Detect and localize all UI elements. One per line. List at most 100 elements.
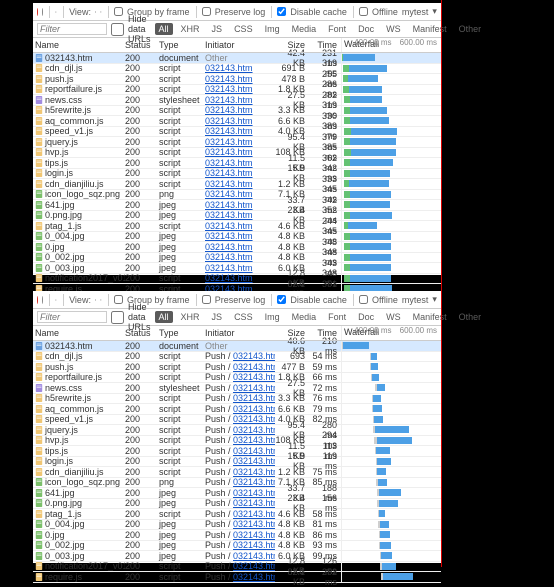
initiator-link[interactable]: 032143.htm xyxy=(205,84,253,94)
offline-checkbox[interactable] xyxy=(359,295,368,304)
initiator-link[interactable]: 032143.htm xyxy=(205,189,253,199)
initiator-link[interactable]: 032143.htm xyxy=(205,263,253,273)
filter-tab-css[interactable]: CSS xyxy=(230,311,257,323)
initiator-link[interactable]: 032143.htm xyxy=(233,351,275,361)
filter-tab-other[interactable]: Other xyxy=(455,311,486,323)
initiator-link[interactable]: 032143.htm xyxy=(233,372,275,382)
initiator-link[interactable]: 032143.htm xyxy=(205,200,253,210)
filter-tab-doc[interactable]: Doc xyxy=(354,311,378,323)
initiator-link[interactable]: 032143.htm xyxy=(205,273,253,283)
table-row[interactable]: 0.png.jpg 200 jpeg 032143.htm 23.4 KB 35… xyxy=(33,211,441,222)
initiator-link[interactable]: 032143.htm xyxy=(233,383,275,393)
table-row[interactable]: 0_002.jpg 200 jpeg 032143.htm 4.8 KB 348… xyxy=(33,253,441,264)
col-time[interactable]: Time xyxy=(309,40,341,50)
col-type[interactable]: Type xyxy=(159,40,205,50)
initiator-link[interactable]: 032143.htm xyxy=(233,414,275,424)
col-initiator[interactable]: Initiator xyxy=(205,328,275,338)
filter-tab-img[interactable]: Img xyxy=(261,23,284,35)
table-row[interactable]: 032143.htm 200 document Other 42.4 KB 23… xyxy=(33,53,441,64)
filter-tab-font[interactable]: Font xyxy=(324,311,350,323)
table-row[interactable]: hvp.js 200 script 032143.htm 108 KB 385 … xyxy=(33,148,441,159)
hide-data-urls-checkbox[interactable] xyxy=(111,23,124,36)
col-name[interactable]: Name xyxy=(33,328,125,338)
col-size[interactable]: Size xyxy=(275,40,309,50)
table-row[interactable]: speed_v1.js 200 script Push / 032143.htm… xyxy=(33,415,441,426)
table-row[interactable]: 0.png.jpg 200 jpeg Push / 032143.htm 23.… xyxy=(33,499,441,510)
table-row[interactable]: login.js 200 script 032143.htm 15.9 KB 3… xyxy=(33,169,441,180)
hide-data-urls-checkbox[interactable] xyxy=(111,311,124,324)
table-row[interactable]: cdn_djl.js 200 script Push / 032143.htm … xyxy=(33,352,441,363)
initiator-link[interactable]: 032143.htm xyxy=(233,561,275,571)
large-rows-icon[interactable] xyxy=(95,295,96,305)
table-row[interactable]: ptag_1.js 200 script Push / 032143.htm 4… xyxy=(33,509,441,520)
group-by-frame-checkbox[interactable] xyxy=(114,7,123,16)
initiator-link[interactable]: 032143.htm xyxy=(205,147,253,157)
col-waterfall[interactable]: Waterfall 400.00 ms600.00 ms xyxy=(341,326,441,340)
col-type[interactable]: Type xyxy=(159,328,205,338)
initiator-link[interactable]: 032143.htm xyxy=(205,74,253,84)
table-row[interactable]: 0_002.jpg 200 jpeg Push / 032143.htm 4.8… xyxy=(33,541,441,552)
table-row[interactable]: aq_common.js 200 script Push / 032143.ht… xyxy=(33,404,441,415)
initiator-link[interactable]: 032143.htm xyxy=(233,362,275,372)
initiator-link[interactable]: 032143.htm xyxy=(205,137,253,147)
table-row[interactable]: jquery.js 200 script 032143.htm 95.4 KB … xyxy=(33,137,441,148)
capture-icon[interactable] xyxy=(55,7,56,17)
initiator-link[interactable]: 032143.htm xyxy=(233,519,275,529)
table-row[interactable]: 032143.htm 200 document Other 40.6 KB 21… xyxy=(33,341,441,352)
table-row[interactable]: cdn_dianjiliu.js 200 script 032143.htm 1… xyxy=(33,179,441,190)
table-row[interactable]: login.js 200 script Push / 032143.htm 15… xyxy=(33,457,441,468)
initiator-link[interactable]: 032143.htm xyxy=(233,446,275,456)
table-row[interactable]: speed_v1.js 200 script 032143.htm 4.0 KB… xyxy=(33,127,441,138)
filter-tab-xhr[interactable]: XHR xyxy=(177,23,204,35)
table-row[interactable]: notification2017_v0118.js 200 script 032… xyxy=(33,274,441,285)
filter-tab-media[interactable]: Media xyxy=(288,23,321,35)
table-row[interactable]: push.js 200 script Push / 032143.htm 477… xyxy=(33,362,441,373)
initiator-link[interactable]: 032143.htm xyxy=(205,95,253,105)
table-row[interactable]: news.css 200 stylesheet 032143.htm 27.5 … xyxy=(33,95,441,106)
col-size[interactable]: Size xyxy=(275,328,309,338)
col-initiator[interactable]: Initiator xyxy=(205,40,275,50)
table-row[interactable]: push.js 200 script 032143.htm 478 B 255 … xyxy=(33,74,441,85)
filter-tab-font[interactable]: Font xyxy=(324,23,350,35)
initiator-link[interactable]: 032143.htm xyxy=(205,210,253,220)
table-row[interactable]: 0_004.jpg 200 jpeg 032143.htm 4.8 KB 345… xyxy=(33,232,441,243)
filter-tab-css[interactable]: CSS xyxy=(230,23,257,35)
initiator-link[interactable]: 032143.htm xyxy=(205,252,253,262)
initiator-link[interactable]: 032143.htm xyxy=(233,540,275,550)
initiator-link[interactable]: 032143.htm xyxy=(233,435,275,445)
col-status[interactable]: Status xyxy=(125,40,159,50)
table-row[interactable]: 0_004.jpg 200 jpeg Push / 032143.htm 4.8… xyxy=(33,520,441,531)
initiator-link[interactable]: 032143.htm xyxy=(205,221,253,231)
small-rows-icon[interactable] xyxy=(100,295,101,305)
table-row[interactable]: require.js 200 script Push / 032143.htm … xyxy=(33,572,441,583)
initiator-link[interactable]: 032143.htm xyxy=(233,425,275,435)
filter-tab-xhr[interactable]: XHR xyxy=(177,311,204,323)
filter-tab-manifest[interactable]: Manifest xyxy=(409,311,451,323)
initiator-link[interactable]: 032143.htm xyxy=(205,168,253,178)
table-row[interactable]: 641.jpg 200 jpeg Push / 032143.htm 33.7 … xyxy=(33,488,441,499)
table-row[interactable]: jquery.js 200 script Push / 032143.htm 9… xyxy=(33,425,441,436)
filter-input[interactable] xyxy=(37,23,107,35)
preserve-log-checkbox[interactable] xyxy=(202,7,211,16)
table-row[interactable]: cdn_dianjiliu.js 200 script Push / 03214… xyxy=(33,467,441,478)
filter-tab-js[interactable]: JS xyxy=(208,23,227,35)
initiator-link[interactable]: 032143.htm xyxy=(233,477,275,487)
table-row[interactable]: icon_logo_sqz.png 200 png Push / 032143.… xyxy=(33,478,441,489)
filter-tab-ws[interactable]: WS xyxy=(382,311,405,323)
small-rows-icon[interactable] xyxy=(100,7,101,17)
record-button[interactable] xyxy=(37,296,38,304)
initiator-link[interactable]: 032143.htm xyxy=(205,105,253,115)
initiator-link[interactable]: 032143.htm xyxy=(233,456,275,466)
filter-tab-img[interactable]: Img xyxy=(261,311,284,323)
filter-tab-ws[interactable]: WS xyxy=(382,23,405,35)
offline-checkbox[interactable] xyxy=(359,7,368,16)
filter-tab-all[interactable]: All xyxy=(155,23,173,35)
col-waterfall[interactable]: Waterfall 400.00 ms600.00 ms xyxy=(341,38,441,52)
filter-tab-js[interactable]: JS xyxy=(208,311,227,323)
table-row[interactable]: 0.jpg 200 jpeg Push / 032143.htm 4.8 KB … xyxy=(33,530,441,541)
table-row[interactable]: tips.js 200 script 032143.htm 11.5 KB 36… xyxy=(33,158,441,169)
disable-cache-checkbox[interactable] xyxy=(277,7,286,16)
initiator-link[interactable]: 032143.htm xyxy=(205,179,253,189)
table-row[interactable]: news.css 200 stylesheet Push / 032143.ht… xyxy=(33,383,441,394)
filter-tab-media[interactable]: Media xyxy=(288,311,321,323)
